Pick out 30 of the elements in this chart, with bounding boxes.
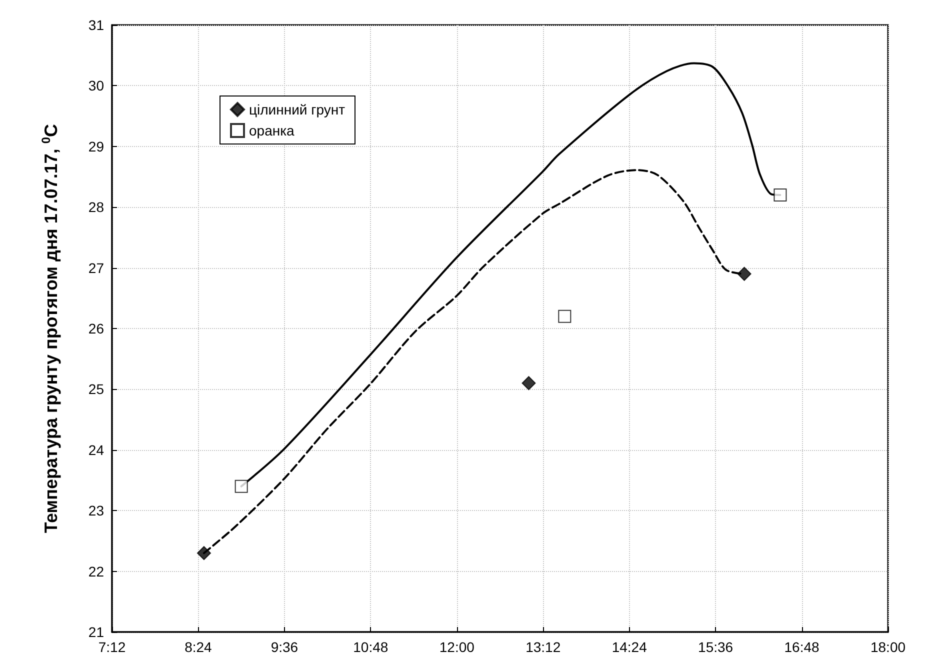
x-tick-label: 8:24	[184, 639, 212, 655]
point	[774, 188, 787, 202]
x-tick-label: 16:48	[784, 639, 820, 655]
y-axis-title: Температура грунту протягом дня 17.07.17, 0C	[39, 124, 61, 534]
y-tick-label: 25	[88, 381, 104, 398]
y-tick-label: 30	[88, 78, 104, 94]
point	[522, 376, 536, 390]
legend-label: оранка	[249, 122, 295, 138]
y-tick-label: 29	[88, 138, 104, 154]
x-tick-label: 9:36	[270, 639, 298, 655]
y-tick-label: 21	[88, 624, 104, 640]
y-tick-label: 24	[88, 442, 104, 458]
x-tick-label: 7:12	[98, 639, 126, 655]
y-tick-label: 27	[88, 260, 104, 276]
point	[196, 546, 211, 560]
legend-label: цілинний грунт	[249, 102, 346, 118]
x-tick-label: 18:00	[870, 639, 906, 655]
point	[737, 266, 752, 281]
y-tick-label: 22	[88, 563, 104, 580]
y-tick-label: 28	[88, 199, 104, 216]
x-tick-label: 12:00	[439, 639, 475, 655]
point	[234, 480, 248, 493]
x-tick-label: 15:36	[698, 639, 734, 655]
x-tick-label: 14:24	[612, 639, 648, 655]
y-tick-label: 31	[88, 17, 104, 33]
point	[558, 310, 572, 323]
y-tick-label: 23	[88, 502, 104, 519]
x-tick-label: 13:12	[526, 639, 561, 655]
y-tick-label: 26	[88, 320, 104, 336]
x-tick-label: 10:48	[353, 639, 388, 655]
